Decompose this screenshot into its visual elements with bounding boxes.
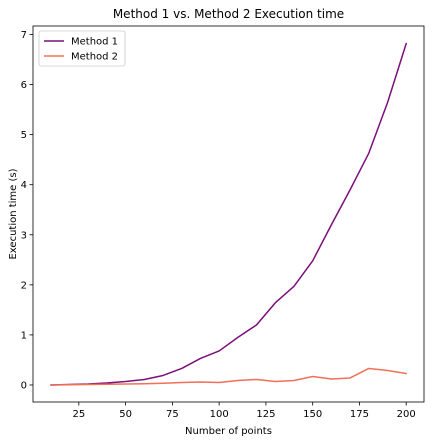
series-lines bbox=[50, 42, 407, 386]
x-tick-label: 100 bbox=[210, 409, 229, 420]
x-tick-label: 125 bbox=[256, 409, 275, 420]
legend-label: Method 2 bbox=[71, 52, 118, 63]
x-tick-label: 200 bbox=[397, 409, 416, 420]
x-tick: 125 bbox=[256, 402, 275, 420]
series-line-1 bbox=[50, 42, 407, 386]
x-tick-label: 75 bbox=[166, 409, 179, 420]
x-axis-ticks: 25 50 75 100 125 150 175 200 bbox=[72, 402, 416, 420]
x-tick-label: 25 bbox=[72, 409, 85, 420]
chart-title: Method 1 vs. Method 2 Execution time bbox=[113, 7, 344, 21]
y-axis-label: Execution time (s) bbox=[8, 168, 19, 259]
y-tick-label: 0 bbox=[21, 380, 27, 391]
legend-label: Method 1 bbox=[71, 37, 118, 48]
x-tick: 175 bbox=[350, 402, 369, 420]
x-tick: 150 bbox=[303, 402, 322, 420]
legend-box bbox=[38, 30, 126, 67]
y-tick: 2 bbox=[21, 280, 33, 291]
y-tick-label: 5 bbox=[21, 130, 27, 141]
y-tick: 0 bbox=[21, 380, 33, 391]
y-tick: 3 bbox=[21, 230, 33, 241]
y-tick: 5 bbox=[21, 130, 33, 141]
y-tick-label: 2 bbox=[21, 280, 27, 291]
x-tick-label: 175 bbox=[350, 409, 369, 420]
x-tick: 100 bbox=[210, 402, 229, 420]
legend: Method 1 Method 2 bbox=[38, 30, 126, 67]
x-tick: 25 bbox=[72, 402, 85, 420]
x-tick: 200 bbox=[397, 402, 416, 420]
y-tick-label: 1 bbox=[21, 330, 27, 341]
x-tick-label: 50 bbox=[119, 409, 132, 420]
y-tick-label: 7 bbox=[21, 30, 27, 41]
x-tick: 75 bbox=[166, 402, 179, 420]
x-tick-label: 150 bbox=[303, 409, 322, 420]
y-tick: 6 bbox=[21, 80, 33, 91]
y-tick: 4 bbox=[21, 180, 33, 191]
x-tick: 50 bbox=[119, 402, 132, 420]
y-tick-label: 4 bbox=[21, 180, 27, 191]
y-tick: 1 bbox=[21, 330, 33, 341]
y-tick-label: 3 bbox=[21, 230, 27, 241]
plot-frame bbox=[32, 25, 425, 403]
y-tick-label: 6 bbox=[21, 80, 27, 91]
y-axis-ticks: 0 1 2 3 4 5 6 7 bbox=[21, 30, 33, 391]
series-line-2 bbox=[50, 367, 407, 386]
plot-area bbox=[33, 26, 424, 402]
y-tick: 7 bbox=[21, 30, 33, 41]
legend-item: Method 2 bbox=[44, 52, 118, 63]
x-axis-label: Number of points bbox=[185, 426, 272, 437]
legend-item: Method 1 bbox=[44, 37, 118, 48]
